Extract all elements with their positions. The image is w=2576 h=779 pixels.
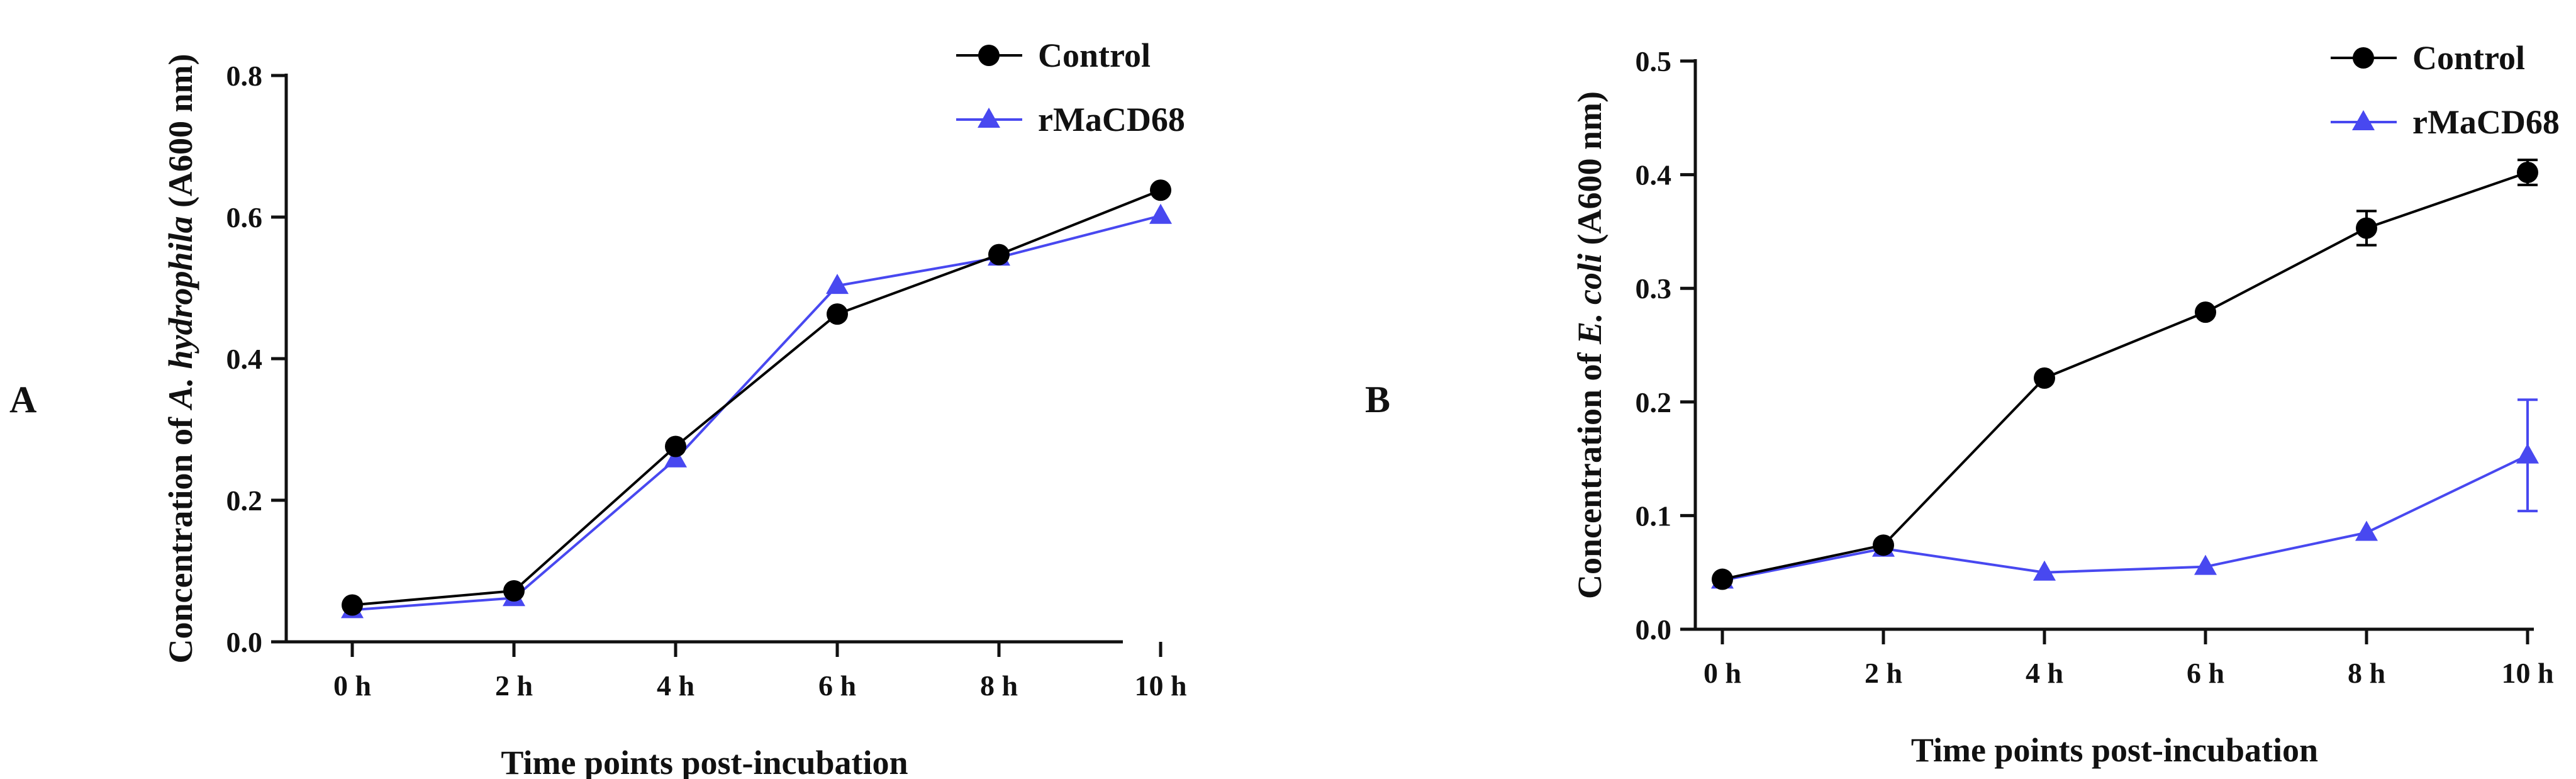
series-line-rmacd68 xyxy=(352,214,1161,612)
y-tick-label: 0.2 xyxy=(1636,386,1672,418)
y-tick-label: 0.4 xyxy=(1636,159,1672,191)
legend-marker-circle xyxy=(2353,47,2374,69)
x-tick-label: 6 h xyxy=(818,670,856,702)
data-point-circle xyxy=(1873,534,1894,556)
data-point-triangle xyxy=(664,447,687,468)
y-tick-label: 0.2 xyxy=(226,485,263,517)
x-tick-label: 0 h xyxy=(1703,657,1741,689)
panel-b: B 0.0 0.1 0.2 0.3 0.4 0.5 0 h 2 h 4 h 6 h 8 h 10 h Ti… xyxy=(1365,39,2560,769)
x-tick-label: 8 h xyxy=(980,670,1018,702)
x-tick-label: 10 h xyxy=(2501,657,2553,689)
y-tick-label: 0.1 xyxy=(1636,500,1672,532)
panel-letter: B xyxy=(1365,379,1390,420)
legend-label: Control xyxy=(2412,39,2525,77)
data-point-circle xyxy=(2517,161,2538,183)
y-tick-label: 0.5 xyxy=(1636,45,1672,77)
panel-a: A 0.0 0.2 0.4 0.6 0.8 0 h 2 h 4 h 6 h 8 h 10 h Time … xyxy=(9,36,1187,779)
data-point-circle xyxy=(988,244,1010,266)
legend-marker-triangle xyxy=(978,108,1000,128)
y-tick-label: 0.8 xyxy=(226,60,263,92)
data-point-triangle xyxy=(2516,443,2539,464)
data-point-triangle xyxy=(826,274,849,294)
y-axis-title-prefix: Concentration of xyxy=(162,409,199,664)
y-axis-title-prefix: Concentration of xyxy=(1571,344,1609,599)
legend-label: rMaCD68 xyxy=(2412,103,2560,141)
y-axis-title-organism: E. coli xyxy=(1571,254,1609,345)
panel-letter: A xyxy=(9,379,36,420)
data-point-triangle xyxy=(1149,203,1172,224)
data-point-circle xyxy=(503,580,525,602)
y-tick-label: 0.0 xyxy=(1636,614,1672,646)
data-point-circle xyxy=(2034,367,2055,389)
data-point-circle xyxy=(665,435,686,457)
data-point-circle xyxy=(342,594,363,616)
x-tick-label: 2 h xyxy=(495,670,533,702)
data-point-triangle xyxy=(2355,520,2378,541)
y-axis-title: Concentration of A. hydrophila (A600 nm) xyxy=(162,53,199,663)
data-point-circle xyxy=(2356,217,2377,239)
x-axis-title: Time points post-incubation xyxy=(501,744,908,779)
data-point-circle xyxy=(1712,568,1733,590)
series-line-rmacd68 xyxy=(1722,454,2528,582)
data-point-circle xyxy=(827,303,848,325)
data-point-circle xyxy=(1150,179,1171,201)
legend-label: rMaCD68 xyxy=(1038,101,1185,138)
series-line-control xyxy=(352,189,1161,607)
x-tick-label: 4 h xyxy=(2026,657,2063,689)
y-axis-title-suffix: (A600 nm) xyxy=(1571,91,1609,254)
data-point-circle xyxy=(2195,301,2216,323)
x-tick-label: 8 h xyxy=(2348,657,2385,689)
y-axis-title-suffix: (A600 nm) xyxy=(162,53,199,216)
data-point-triangle xyxy=(2194,554,2217,575)
x-tick-label: 10 h xyxy=(1134,670,1186,702)
y-tick-label: 0.6 xyxy=(226,201,263,233)
x-axis-title: Time points post-incubation xyxy=(1911,731,2318,769)
legend-marker-circle xyxy=(978,45,1000,66)
y-tick-label: 0.4 xyxy=(226,343,263,375)
legend-label: Control xyxy=(1038,36,1151,74)
x-tick-label: 4 h xyxy=(657,670,694,702)
x-tick-label: 0 h xyxy=(333,670,371,702)
y-axis-title: Concentration of E. coli (A600 nm) xyxy=(1571,91,1609,599)
legend-marker-triangle xyxy=(2352,110,2375,130)
x-tick-label: 6 h xyxy=(2187,657,2224,689)
series-line-control xyxy=(1722,171,2528,581)
y-tick-label: 0.0 xyxy=(226,626,263,658)
x-tick-label: 2 h xyxy=(1865,657,1902,689)
y-tick-label: 0.3 xyxy=(1636,272,1672,305)
data-point-triangle xyxy=(2033,560,2056,581)
y-axis-title-organism: A. hydrophila xyxy=(162,216,199,410)
